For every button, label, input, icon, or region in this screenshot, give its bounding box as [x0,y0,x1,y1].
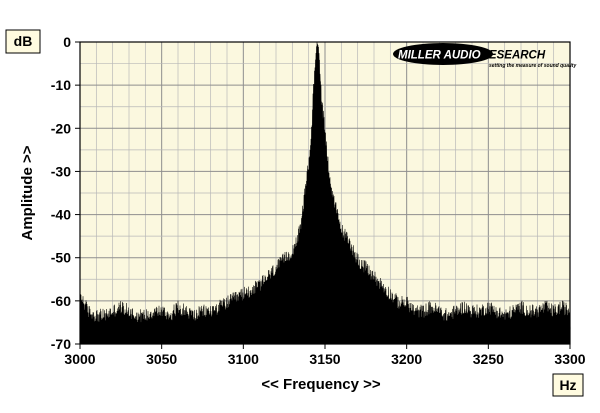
y-tick-label: -10 [51,77,71,93]
y-tick-labels: 0 -10 -20 -30 -40 -50 -60 -70 [51,34,80,352]
x-tick-label: 3100 [228,351,259,367]
x-unit-box: Hz [552,373,584,397]
x-tick-labels: 3000 3050 3100 3150 3200 3250 3300 [64,344,586,367]
x-axis-title: << Frequency >> [261,376,380,393]
y-tick-label: -40 [51,207,71,223]
y-unit-box: dB [5,29,41,54]
x-tick-label: 3250 [473,351,504,367]
y-tick-label: -20 [51,120,71,136]
x-tick-label: 3050 [146,351,177,367]
y-tick-label: -30 [51,163,71,179]
y-tick-label: -60 [51,293,71,309]
y-tick-label: 0 [63,34,71,50]
x-unit-frame [552,373,584,397]
x-unit-label: Hz [559,377,576,393]
x-tick-label: 3200 [391,351,422,367]
x-tick-label: 3000 [64,351,95,367]
y-axis-title: Amplitude >> [19,145,36,240]
miller-audio-research-logo: MILLER AUDIORESEARCH setting the measure… [393,43,576,69]
spectrum-trace [79,42,571,345]
x-tick-label: 3300 [554,351,585,367]
trace-group [79,42,571,345]
x-tick-label: 3150 [309,351,340,367]
y-tick-label: -50 [51,250,71,266]
y-tick-label: -70 [51,336,71,352]
y-unit-label: dB [14,33,33,49]
y-unit-frame [5,29,41,54]
logo-name: MILLER AUDIORESEARCH [398,50,546,62]
logo-oval [393,43,493,65]
logo-tagline: setting the measure of sound quality [489,63,576,69]
